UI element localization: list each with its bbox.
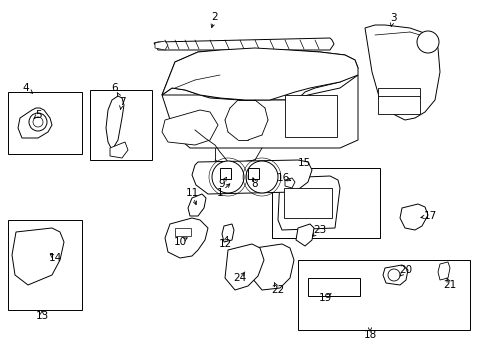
Polygon shape xyxy=(278,176,339,230)
Text: 4: 4 xyxy=(22,83,29,93)
Bar xyxy=(8,92,82,154)
Text: 23: 23 xyxy=(313,225,326,235)
Bar xyxy=(220,168,230,179)
Polygon shape xyxy=(106,96,124,150)
Text: 21: 21 xyxy=(443,280,456,290)
Polygon shape xyxy=(399,204,427,230)
Bar xyxy=(175,228,191,236)
Text: 13: 13 xyxy=(35,311,48,321)
Text: 6: 6 xyxy=(111,83,118,93)
Text: 18: 18 xyxy=(363,330,376,340)
Text: 15: 15 xyxy=(297,158,310,168)
Polygon shape xyxy=(222,224,234,242)
Polygon shape xyxy=(12,228,64,285)
Polygon shape xyxy=(110,142,128,158)
Bar xyxy=(90,90,152,160)
Bar xyxy=(8,220,82,310)
Text: 19: 19 xyxy=(318,293,331,303)
Polygon shape xyxy=(154,38,333,50)
Text: 10: 10 xyxy=(173,237,186,247)
Text: 1: 1 xyxy=(216,188,223,198)
Text: 3: 3 xyxy=(389,13,395,23)
Bar xyxy=(297,260,469,330)
Text: 8: 8 xyxy=(251,179,258,189)
Bar xyxy=(271,168,379,238)
Polygon shape xyxy=(295,224,313,246)
Circle shape xyxy=(416,31,438,53)
Bar xyxy=(307,278,359,296)
Circle shape xyxy=(33,117,43,127)
Text: 2: 2 xyxy=(211,12,218,22)
Bar xyxy=(377,96,419,114)
Text: 20: 20 xyxy=(399,265,412,275)
Polygon shape xyxy=(18,108,52,138)
Polygon shape xyxy=(162,48,357,100)
Polygon shape xyxy=(155,41,168,50)
Text: 14: 14 xyxy=(48,253,61,263)
Polygon shape xyxy=(164,218,207,258)
Polygon shape xyxy=(224,244,264,290)
Polygon shape xyxy=(162,110,218,145)
Text: 22: 22 xyxy=(271,285,284,295)
Polygon shape xyxy=(285,178,294,188)
Polygon shape xyxy=(251,244,293,290)
Polygon shape xyxy=(437,262,449,280)
Bar xyxy=(284,188,331,218)
Polygon shape xyxy=(364,25,439,120)
Bar xyxy=(247,168,259,179)
Text: 12: 12 xyxy=(218,239,231,249)
Bar xyxy=(377,88,419,98)
Bar xyxy=(285,95,336,137)
Circle shape xyxy=(29,113,47,131)
Text: 17: 17 xyxy=(423,211,436,221)
Polygon shape xyxy=(162,48,357,100)
Text: 5: 5 xyxy=(35,110,41,120)
Text: 7: 7 xyxy=(119,97,125,107)
Text: 16: 16 xyxy=(276,173,289,183)
Polygon shape xyxy=(382,265,407,285)
Polygon shape xyxy=(187,194,205,216)
Text: 9: 9 xyxy=(218,179,225,189)
Circle shape xyxy=(212,161,244,193)
Text: 24: 24 xyxy=(233,273,246,283)
Circle shape xyxy=(245,161,278,193)
Polygon shape xyxy=(192,160,311,194)
Circle shape xyxy=(387,269,399,281)
Polygon shape xyxy=(162,75,357,148)
Text: 11: 11 xyxy=(185,188,198,198)
